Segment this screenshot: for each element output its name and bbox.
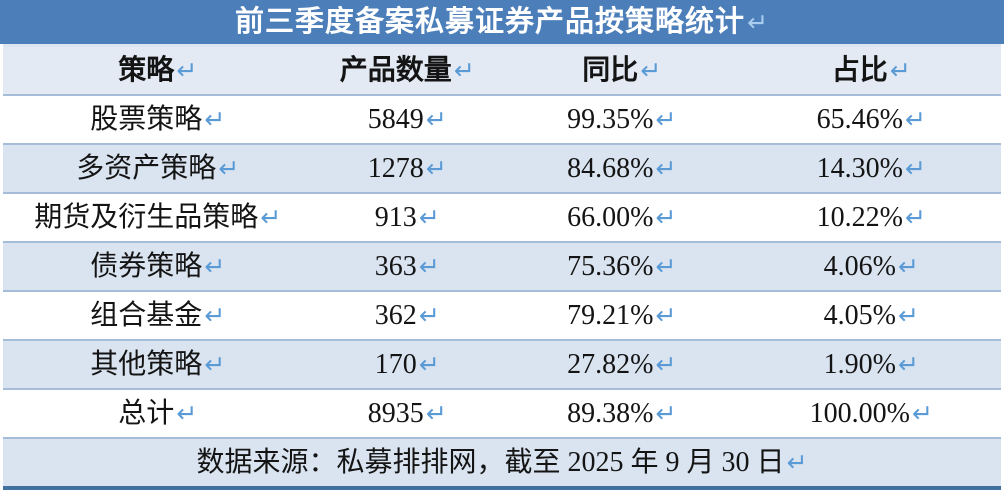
cell-count: 362↵ [374,300,440,331]
paragraph-mark-icon: ↵ [204,105,226,134]
cell-strategy: 其他策略↵ [90,349,226,380]
cell-share: 14.30%↵ [816,153,926,184]
paragraph-mark-icon: ↵ [889,56,911,85]
statistics-table: 策略↵ 产品数量↵ 同比↵ 占比↵ 股票策略↵ 5849↵ 99.35%↵ 65… [3,44,1001,490]
table-row: 多资产策略↵ 1278↵ 84.68%↵ 14.30%↵ [3,143,1001,192]
paragraph-mark-icon: ↵ [655,399,677,428]
cell-strategy: 组合基金↵ [90,300,226,331]
cell-yoy: 89.38%↵ [567,398,677,429]
header-row: 策略↵ 产品数量↵ 同比↵ 占比↵ [3,44,1001,94]
cell-share: 10.22%↵ [816,202,926,233]
header-strategy: 策略↵ [118,55,198,86]
cell-yoy: 66.00%↵ [567,202,677,233]
cell-strategy: 期货及衍生品策略↵ [34,202,282,233]
cell-yoy: 99.35%↵ [567,104,677,135]
paragraph-mark-icon: ↵ [425,399,447,428]
paragraph-mark-icon: ↵ [747,8,769,37]
paragraph-mark-icon: ↵ [911,399,933,428]
paragraph-mark-icon: ↵ [204,301,226,330]
paragraph-mark-icon: ↵ [425,154,447,183]
cell-yoy: 79.21%↵ [567,300,677,331]
paragraph-mark-icon: ↵ [453,56,475,85]
cell-count: 1278↵ [367,153,447,184]
paragraph-mark-icon: ↵ [418,252,440,281]
cell-share: 4.06%↵ [823,251,919,282]
paragraph-mark-icon: ↵ [655,154,677,183]
paragraph-mark-icon: ↵ [897,350,919,379]
cell-share: 100.00%↵ [809,398,933,429]
paragraph-mark-icon: ↵ [904,203,926,232]
source-footer-row: 数据来源：私募排排网，截至 2025 年 9 月 30 日↵ [3,437,1001,490]
cell-yoy: 75.36%↵ [567,251,677,282]
cell-share: 1.90%↵ [823,349,919,380]
paragraph-mark-icon: ↵ [425,105,447,134]
cell-count: 8935↵ [367,398,447,429]
paragraph-mark-icon: ↵ [418,350,440,379]
cell-strategy: 总计↵ [118,398,198,429]
paragraph-mark-icon: ↵ [904,154,926,183]
paragraph-mark-icon: ↵ [176,399,198,428]
paragraph-mark-icon: ↵ [418,301,440,330]
table-title: 前三季度备案私募证券产品按策略统计 [235,6,746,38]
cell-share: 65.46%↵ [816,104,926,135]
header-count: 产品数量↵ [339,55,475,86]
cell-share: 4.05%↵ [823,300,919,331]
paragraph-mark-icon: ↵ [204,252,226,281]
cell-count: 363↵ [374,251,440,282]
table-row: 债券策略↵ 363↵ 75.36%↵ 4.06%↵ [3,241,1001,290]
header-yoy: 同比↵ [582,55,662,86]
cell-strategy: 股票策略↵ [90,104,226,135]
table-title-bar: 前三季度备案私募证券产品按策略统计↵ [0,0,1004,44]
paragraph-mark-icon: ↵ [897,252,919,281]
paragraph-mark-icon: ↵ [418,203,440,232]
table-row: 组合基金↵ 362↵ 79.21%↵ 4.05%↵ [3,290,1001,339]
cell-yoy: 27.82%↵ [567,349,677,380]
table-row: 其他策略↵ 170↵ 27.82%↵ 1.90%↵ [3,339,1001,388]
table-row: 股票策略↵ 5849↵ 99.35%↵ 65.46%↵ [3,94,1001,143]
paragraph-mark-icon: ↵ [176,56,198,85]
paragraph-mark-icon: ↵ [655,252,677,281]
cell-count: 913↵ [374,202,440,233]
paragraph-mark-icon: ↵ [640,56,662,85]
cell-count: 5849↵ [367,104,447,135]
cell-strategy: 债券策略↵ [90,251,226,282]
total-row: 总计↵ 8935↵ 89.38%↵ 100.00%↵ [3,388,1001,437]
cell-strategy: 多资产策略↵ [76,153,240,184]
paragraph-mark-icon: ↵ [655,203,677,232]
paragraph-mark-icon: ↵ [204,350,226,379]
paragraph-mark-icon: ↵ [655,301,677,330]
cell-count: 170↵ [374,349,440,380]
paragraph-mark-icon: ↵ [904,105,926,134]
paragraph-mark-icon: ↵ [897,301,919,330]
paragraph-mark-icon: ↵ [260,203,282,232]
paragraph-mark-icon: ↵ [655,105,677,134]
table-row: 期货及衍生品策略↵ 913↵ 66.00%↵ 10.22%↵ [3,192,1001,241]
paragraph-mark-icon: ↵ [655,350,677,379]
cell-yoy: 84.68%↵ [567,153,677,184]
paragraph-mark-icon: ↵ [786,448,808,477]
header-share: 占比↵ [831,55,911,86]
data-source-note: 数据来源：私募排排网，截至 2025 年 9 月 30 日↵ [196,447,808,478]
paragraph-mark-icon: ↵ [218,154,240,183]
